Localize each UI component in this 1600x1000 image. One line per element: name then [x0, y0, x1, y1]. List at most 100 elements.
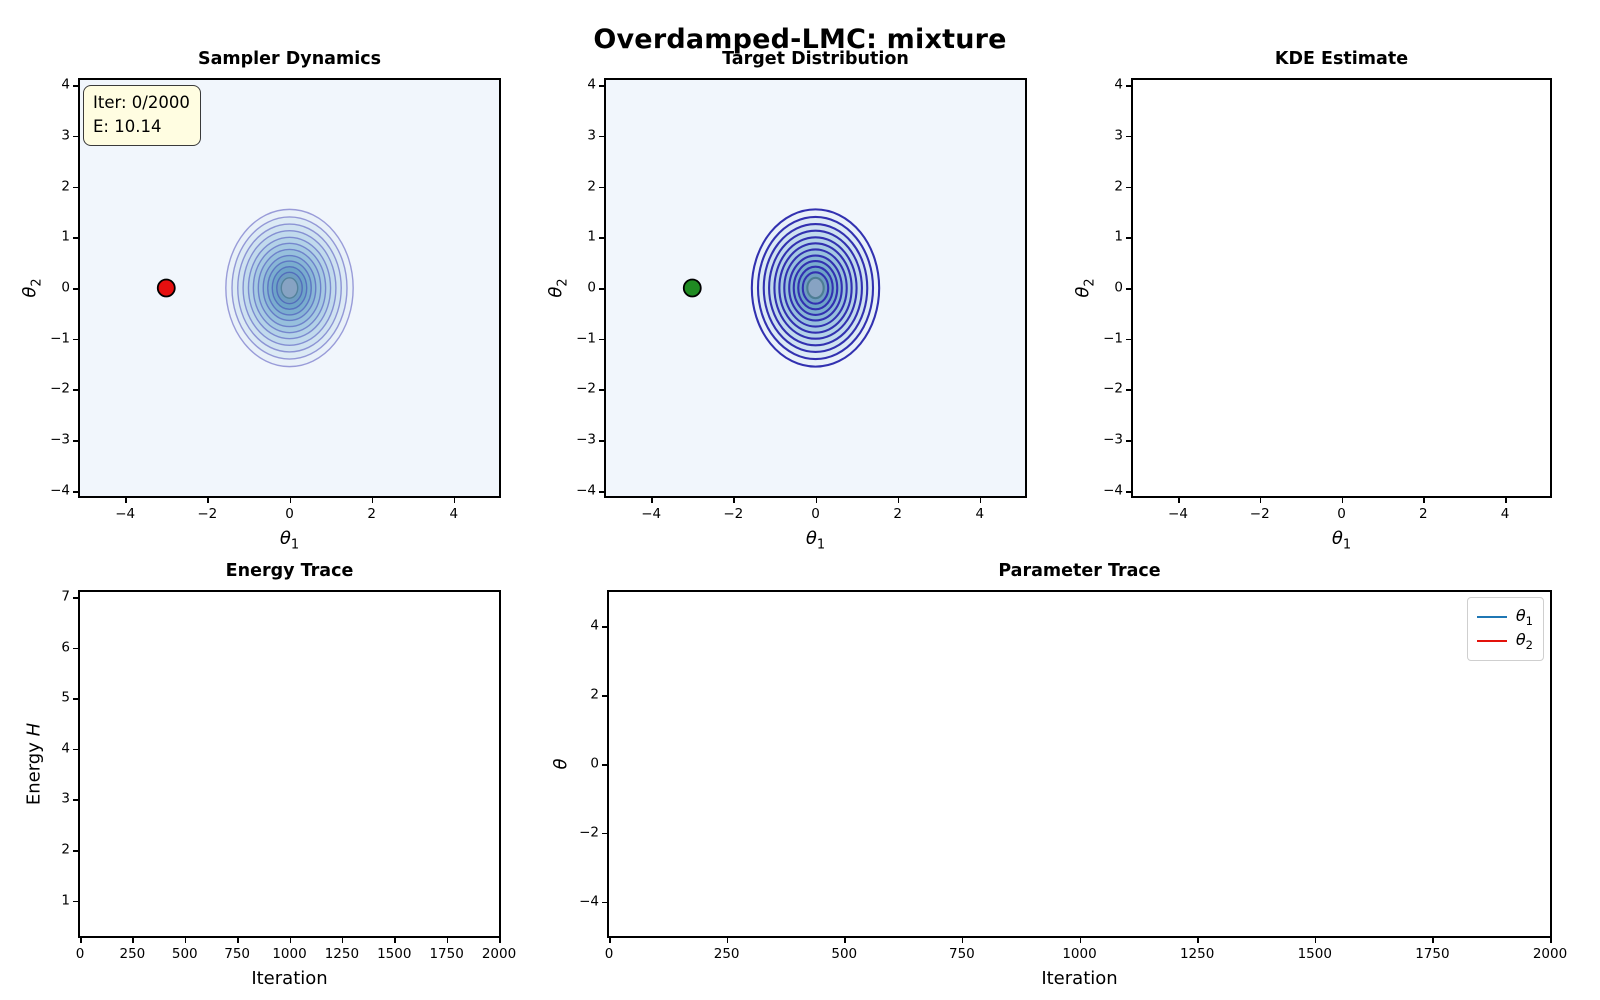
- target-distribution-xlabel: θ1: [805, 528, 826, 553]
- x-tick-label: 1500: [1297, 946, 1332, 962]
- x-tick: [1432, 938, 1434, 943]
- x-tick-label: 2000: [481, 946, 517, 962]
- y-tick-label: −2: [50, 381, 70, 398]
- y-tick: [599, 85, 604, 87]
- energy-trace-ylabel: Energy H: [23, 722, 45, 806]
- x-tick: [80, 938, 82, 943]
- y-tick-label: 1: [61, 228, 70, 245]
- y-tick-label: 1: [1114, 228, 1123, 245]
- x-tick: [453, 498, 456, 503]
- energy-trace-xlabel: Iteration: [251, 968, 328, 989]
- y-tick-label: −3: [50, 431, 70, 448]
- y-tick: [73, 440, 78, 442]
- contour-line: [262, 254, 317, 322]
- x-tick: [132, 938, 134, 943]
- x-tick-label: 1750: [429, 946, 464, 962]
- y-tick-label: 1: [61, 892, 70, 909]
- x-tick-label: 1250: [324, 946, 360, 962]
- x-tick: [1079, 938, 1082, 943]
- x-tick-label: 250: [713, 946, 740, 962]
- parameter-trace-plot: 0 250 500 750 1000 1250 1500 1750 2000 −4 −2 0 2 4 Ite…: [551, 590, 1567, 989]
- x-tick: [341, 938, 344, 943]
- contour-line: [783, 248, 848, 328]
- contour-fill: [281, 277, 298, 299]
- y-tick: [599, 440, 604, 442]
- x-tick: [394, 938, 396, 943]
- y-tick: [1126, 135, 1131, 138]
- y-tick-label: 4: [61, 740, 70, 757]
- y-tick-label: 2: [587, 178, 596, 195]
- y-tick-label: −4: [50, 482, 70, 499]
- y-tick-label: −1: [576, 330, 596, 347]
- x-tick: [733, 498, 735, 503]
- contour-line: [797, 265, 834, 311]
- x-tick-label: 0: [285, 506, 294, 522]
- y-tick: [599, 389, 604, 392]
- y-tick: [1126, 288, 1131, 290]
- x-tick-label: −2: [197, 506, 218, 522]
- y-tick-label: 2: [61, 178, 70, 195]
- x-tick-label: 1000: [1062, 946, 1097, 962]
- contour-line: [792, 260, 839, 316]
- y-tick-label: 0: [1114, 279, 1123, 296]
- y-tick-label: −1: [50, 330, 70, 347]
- contour-line: [237, 223, 342, 353]
- y-tick-label: −4: [576, 482, 596, 499]
- x-tick-label: −4: [641, 506, 662, 522]
- y-tick-label: 4: [590, 618, 599, 635]
- y-tick: [599, 288, 604, 290]
- y-tick: [73, 799, 78, 801]
- x-tick: [897, 498, 900, 503]
- y-tick: [602, 695, 607, 697]
- contour-line: [257, 248, 322, 328]
- y-tick: [73, 237, 78, 239]
- y-tick-label: 3: [1114, 127, 1123, 144]
- x-tick: [1314, 938, 1317, 943]
- x-tick: [815, 498, 818, 503]
- y-tick-label: 0: [61, 279, 70, 296]
- target-distribution-sample-marker: [682, 278, 702, 298]
- y-tick: [602, 832, 607, 835]
- y-tick-label: −2: [576, 381, 596, 398]
- y-tick: [73, 338, 78, 341]
- y-tick: [602, 764, 607, 766]
- y-tick: [73, 698, 78, 700]
- y-tick: [599, 135, 604, 138]
- contour-line: [231, 216, 348, 360]
- y-tick: [602, 901, 607, 904]
- y-tick-label: 0: [590, 755, 599, 772]
- y-tick-label: −3: [1103, 431, 1123, 448]
- x-tick-label: 0: [811, 506, 820, 522]
- contour-line: [252, 242, 327, 334]
- annotation-line: Iter: 0/2000: [93, 93, 190, 112]
- y-tick: [73, 135, 78, 138]
- figure-title: Overdamped-LMC: mixture: [593, 24, 1007, 55]
- y-tick-label: 0: [587, 279, 596, 296]
- y-tick: [73, 900, 78, 903]
- target-distribution-canvas: [682, 208, 881, 368]
- x-tick-label: −4: [1168, 506, 1188, 522]
- energy-trace-plot: 0 250 500 750 1000 1250 1500 1750 2000 1 2 3 4 5 6 7 Ite…: [24, 589, 517, 989]
- x-tick-label: 2000: [1532, 946, 1568, 962]
- sampler-dynamics-canvas: [156, 208, 354, 368]
- y-tick: [73, 389, 78, 392]
- x-tick: [726, 938, 729, 943]
- x-tick-label: −2: [1249, 506, 1270, 522]
- contour-line: [280, 277, 299, 299]
- x-tick: [1177, 498, 1180, 503]
- kde-estimate-ylabel: θ2: [1072, 278, 1098, 298]
- x-tick: [1505, 498, 1507, 503]
- parameter-trace-xlabel: Iteration: [1041, 968, 1118, 989]
- x-tick: [499, 938, 501, 943]
- y-tick-label: −3: [576, 431, 596, 448]
- parameter-trace-title: Parameter Trace: [998, 561, 1161, 581]
- x-tick-label: 2: [1418, 506, 1428, 522]
- x-tick-label: −2: [723, 506, 744, 522]
- x-tick: [1341, 498, 1344, 503]
- y-tick-label: 3: [587, 127, 596, 144]
- target-distribution-plot: −4 −2 0 2 4 −4 −3 −2 −1 0 1 2 3 4 θ1 θ2: [546, 77, 1027, 553]
- contour-line: [788, 254, 843, 322]
- y-tick-label: −4: [579, 893, 599, 910]
- x-tick-label: 4: [975, 506, 985, 522]
